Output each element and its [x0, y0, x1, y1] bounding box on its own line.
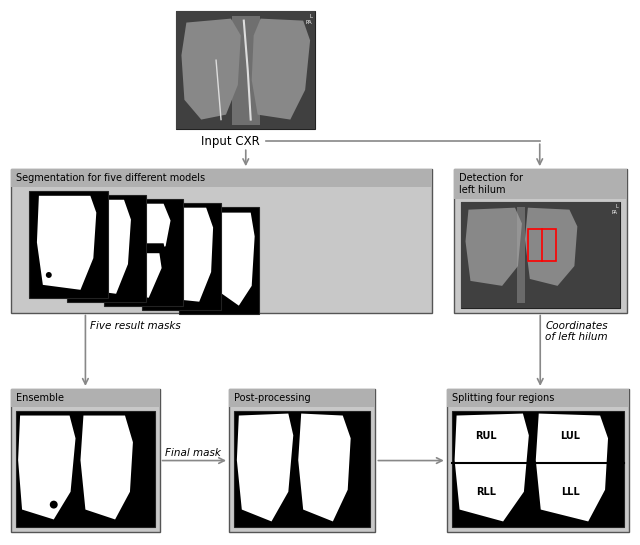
Text: Segmentation for five different models: Segmentation for five different models: [16, 173, 205, 183]
Polygon shape: [298, 414, 351, 522]
Text: Coordinates
of left hilum: Coordinates of left hilum: [545, 320, 608, 342]
Bar: [29, 191, 108, 298]
Bar: [11, 389, 159, 407]
Polygon shape: [37, 196, 96, 290]
Text: RLL: RLL: [476, 487, 496, 498]
Polygon shape: [536, 414, 608, 522]
Bar: [179, 207, 259, 313]
Bar: [67, 195, 146, 302]
Text: LLL: LLL: [561, 487, 580, 498]
Text: PA: PA: [305, 20, 312, 25]
Polygon shape: [72, 200, 131, 294]
Polygon shape: [454, 414, 529, 522]
Text: Final mask: Final mask: [164, 447, 220, 458]
Bar: [177, 11, 315, 130]
Polygon shape: [525, 208, 577, 286]
Polygon shape: [181, 19, 241, 119]
Bar: [234, 410, 371, 528]
Text: RUL: RUL: [476, 431, 497, 441]
Polygon shape: [181, 213, 215, 306]
Circle shape: [46, 272, 52, 278]
Bar: [454, 169, 627, 313]
Polygon shape: [219, 213, 255, 306]
Bar: [229, 389, 376, 407]
Polygon shape: [139, 243, 166, 253]
Bar: [11, 169, 432, 187]
Text: L
PA: L PA: [612, 204, 618, 215]
Bar: [447, 389, 629, 407]
Text: LUL: LUL: [561, 431, 580, 441]
Bar: [454, 169, 627, 199]
Bar: [528, 229, 556, 261]
Polygon shape: [237, 414, 293, 522]
Bar: [11, 169, 432, 313]
Polygon shape: [107, 204, 170, 298]
Polygon shape: [252, 19, 310, 119]
Text: L: L: [319, 458, 328, 472]
Text: Splitting four regions: Splitting four regions: [452, 393, 554, 403]
Bar: [447, 389, 629, 532]
Bar: [517, 207, 525, 302]
Bar: [461, 202, 620, 307]
Polygon shape: [18, 415, 76, 519]
Bar: [232, 16, 260, 124]
Circle shape: [50, 501, 58, 508]
Text: Ensemble: Ensemble: [16, 393, 64, 403]
Text: Detection for
left hilum: Detection for left hilum: [459, 173, 523, 195]
Bar: [11, 389, 159, 532]
Bar: [461, 202, 620, 307]
Text: L: L: [309, 14, 312, 19]
Text: R: R: [256, 463, 267, 477]
Polygon shape: [81, 415, 133, 519]
Polygon shape: [465, 208, 522, 286]
Text: Post-processing: Post-processing: [234, 393, 310, 403]
Polygon shape: [145, 208, 213, 302]
Bar: [104, 199, 184, 306]
Bar: [229, 389, 376, 532]
Bar: [452, 410, 624, 528]
Text: Input CXR: Input CXR: [201, 135, 260, 148]
Bar: [177, 11, 315, 130]
Bar: [142, 203, 221, 310]
Text: Five result masks: Five result masks: [90, 320, 181, 330]
Bar: [16, 410, 155, 528]
